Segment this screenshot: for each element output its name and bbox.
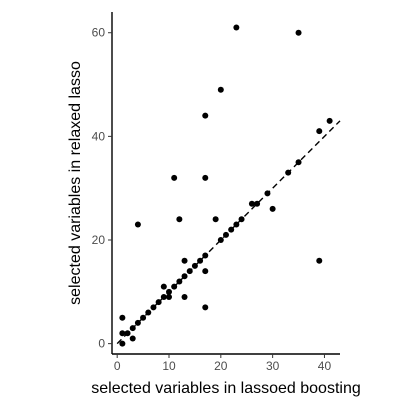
data-point [140, 314, 147, 321]
data-point [233, 24, 240, 31]
data-point [119, 314, 126, 321]
x-axis-title: selected variables in lassoed boosting [91, 380, 361, 397]
data-point [238, 216, 245, 223]
data-point [254, 200, 261, 207]
data-point [202, 252, 209, 259]
x-tick-label: 10 [162, 359, 176, 373]
data-point [269, 205, 276, 212]
data-point [176, 278, 183, 285]
data-point [326, 117, 333, 124]
data-point [202, 174, 209, 181]
data-point [171, 283, 178, 290]
data-point [150, 304, 157, 311]
data-point [316, 128, 323, 135]
x-tick-label: 30 [266, 359, 280, 373]
y-axis-title: selected variables in relaxed lasso [67, 61, 84, 305]
data-point [202, 112, 209, 119]
data-point [197, 257, 204, 264]
data-point [186, 268, 193, 275]
data-point [181, 294, 188, 300]
data-point [285, 169, 292, 176]
data-point [124, 330, 131, 337]
data-point [181, 273, 188, 280]
data-point [202, 304, 209, 311]
data-point [248, 200, 255, 207]
data-point [119, 330, 126, 337]
data-point [166, 288, 172, 295]
data-points [119, 24, 333, 347]
data-point [160, 283, 167, 290]
data-point [134, 319, 141, 326]
data-point [166, 294, 172, 300]
data-point [129, 335, 136, 342]
data-point [233, 221, 240, 228]
x-tick-label: 20 [214, 359, 228, 373]
data-point [145, 309, 152, 316]
data-point [295, 159, 302, 166]
data-point [295, 29, 302, 36]
data-point [160, 294, 167, 300]
data-point [171, 174, 178, 181]
y-tick-label: 40 [92, 129, 106, 143]
data-point [264, 190, 271, 197]
data-point [129, 325, 136, 332]
y-tick-label: 0 [98, 337, 105, 351]
axis-ticks: 0 10 20 30 40 0 20 40 60 [92, 26, 332, 373]
x-tick-label: 40 [318, 359, 332, 373]
identity-reference-line [116, 120, 341, 345]
data-point [212, 216, 219, 223]
data-point [223, 231, 229, 238]
data-point [134, 221, 141, 228]
data-point [119, 340, 126, 347]
data-point [202, 268, 209, 275]
data-point [316, 257, 323, 264]
data-point [181, 257, 188, 264]
y-tick-label: 60 [92, 26, 106, 40]
data-point [217, 237, 224, 243]
data-point [191, 262, 198, 269]
y-tick-label: 20 [92, 233, 106, 247]
data-point [155, 299, 162, 306]
x-tick-label: 0 [114, 359, 121, 373]
data-point [228, 226, 235, 233]
data-point [217, 86, 224, 93]
data-point [176, 216, 183, 223]
